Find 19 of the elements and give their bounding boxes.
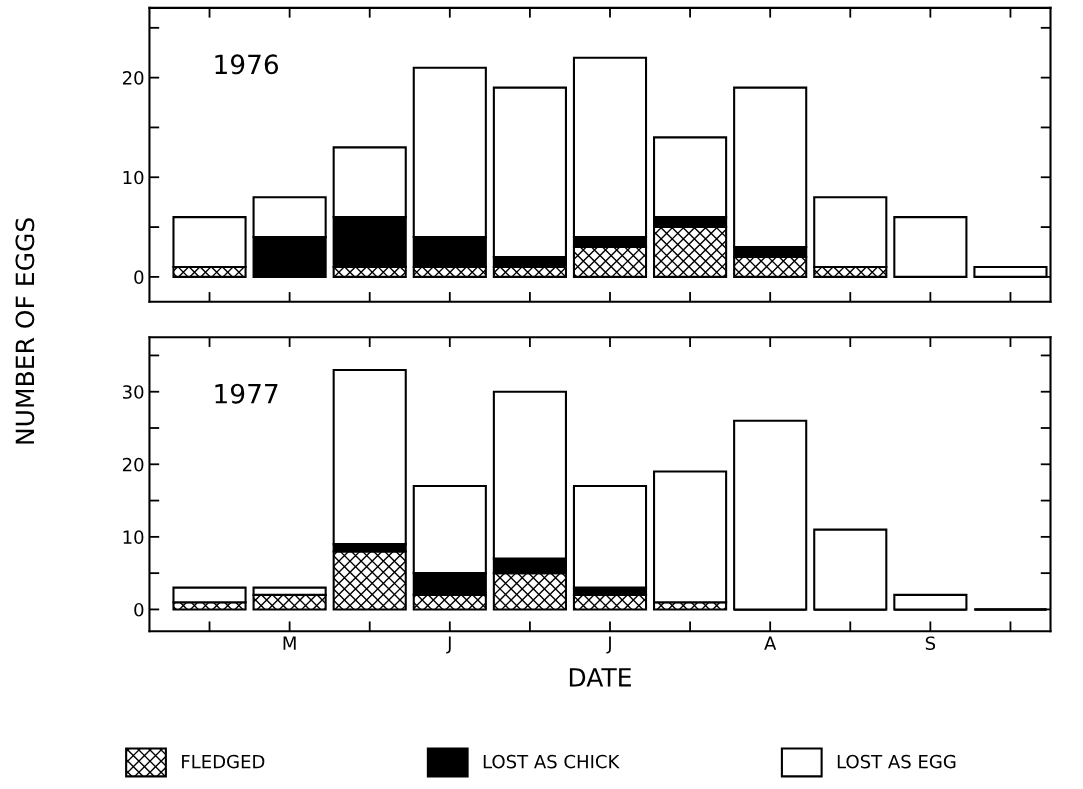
x-tick-label: J <box>606 636 611 654</box>
x-tick-label: A <box>764 636 777 650</box>
y-tick-label: 10 <box>123 170 144 185</box>
legend-label: LOST AS EGG <box>837 754 956 769</box>
y-tick-label: 20 <box>122 457 144 472</box>
y-tick-label: 0 <box>134 602 144 617</box>
text: 1976 <box>215 54 279 75</box>
y-axis-title: NUMBER OF EGGS <box>15 218 35 444</box>
legend-label: LOST AS CHICK <box>483 754 620 769</box>
x-axis-title: DATE <box>569 668 631 687</box>
y-tick-label: 0 <box>134 270 144 284</box>
x-tick-label: S <box>925 636 936 651</box>
y-tick-label: 10 <box>123 530 144 544</box>
y-tick-label: 20 <box>122 71 144 85</box>
y-tick-label: 30 <box>122 385 144 399</box>
text: 1977 <box>215 383 278 404</box>
x-tick-label: M <box>283 636 296 650</box>
x-tick-label: J <box>446 636 451 654</box>
legend-label: FLEDGED <box>182 754 265 769</box>
